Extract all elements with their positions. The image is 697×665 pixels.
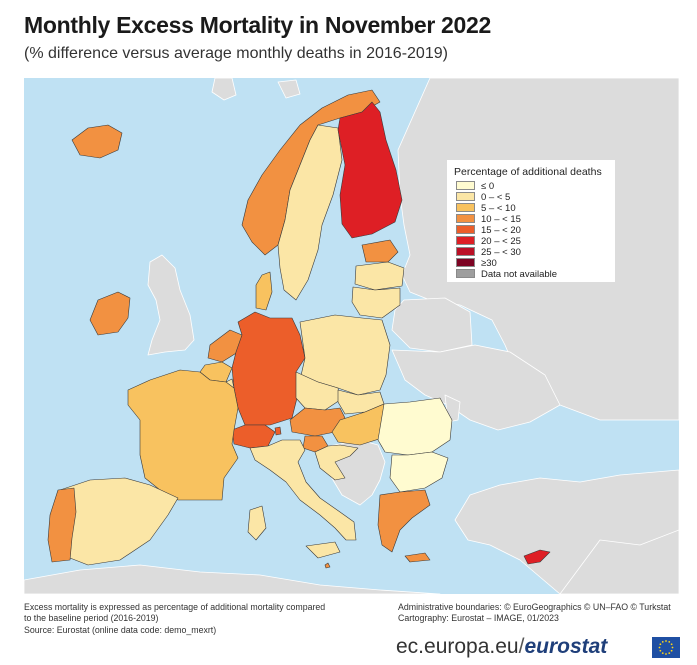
legend-label: ≤ 0 [481,181,495,192]
legend-item: ≤ 0 [456,181,494,192]
region-great-britain [147,254,195,356]
legend-item: 0 – < 5 [456,192,510,203]
eu-flag-icon [652,637,680,658]
footer-brand: eurostat [524,635,608,658]
footnote-line: Excess mortality is expressed as percent… [24,602,326,612]
country-lithuania [351,286,401,319]
legend-swatch [456,203,475,212]
country-iceland [71,124,123,159]
country-liechtenstein [274,426,282,436]
legend-item: 25 – < 30 [456,247,521,258]
region-ukraine [391,344,561,431]
map-title: Monthly Excess Mortality in November 202… [24,12,492,38]
credits-cartography: Cartography: Eurostat – IMAGE, 01/2023 [398,613,559,624]
legend-label: ≥30 [481,258,497,269]
legend-swatch [456,269,475,278]
legend-swatch [456,236,475,245]
country-greece [377,489,431,553]
footer-site-link[interactable]: ec.europa.eu/eurostat [396,635,607,659]
legend-label: 15 – < 20 [481,225,521,236]
country-czechia [295,371,341,411]
region-north-africa [24,564,441,594]
map-subtitle: (% difference versus average monthly dea… [24,45,448,62]
legend-swatch [456,247,475,256]
map-area [24,78,679,594]
region-svalbard [211,78,237,101]
legend-label: 25 – < 30 [481,247,521,258]
country-portugal [47,487,77,563]
legend-label: 5 – < 10 [481,203,516,214]
footnote-source: Source: Eurostat (online data code: demo… [24,624,217,635]
footnote: Excess mortality is expressed as percent… [24,602,325,636]
country-greece-crete [404,552,431,563]
legend-item: 5 – < 10 [456,203,516,214]
countries [47,89,551,569]
country-italy [249,439,357,541]
legend-swatch [456,258,475,267]
country-austria [289,407,346,437]
legend-label: Data not available [481,269,558,280]
legend-item: Data not available [456,269,557,280]
country-malta [324,562,331,569]
legend-label: 0 – < 5 [481,192,511,203]
region-middle-east [559,529,679,594]
legend-swatch [456,214,475,223]
country-bulgaria [389,451,449,493]
region-svalbard-east [277,79,301,99]
legend-label: 20 – < 25 [481,236,521,247]
map-legend: Percentage of additional deaths ≤ 0 0 – … [447,160,615,282]
legend-title: Percentage of additional deaths [454,166,602,178]
legend-item: 20 – < 25 [456,236,521,247]
country-denmark [255,271,273,311]
country-finland [337,101,403,239]
country-ireland [89,291,131,336]
country-germany [231,311,306,426]
footnote-line: to the baseline period (2016-2019) [24,613,159,624]
country-romania [377,397,453,456]
country-italy-sardinia [247,505,267,541]
footer-domain: ec.europa.eu [396,635,519,658]
country-croatia [314,444,359,481]
country-france [127,369,239,501]
country-sweden [277,124,343,301]
credits-boundaries: Administrative boundaries: © EuroGeograp… [398,602,671,612]
legend-swatch [456,192,475,201]
legend-swatch [456,225,475,234]
country-cyprus [523,549,551,565]
country-estonia [361,239,399,263]
footer-separator: / [518,635,525,658]
credits: Administrative boundaries: © EuroGeograp… [398,602,671,625]
legend-swatch [456,181,475,190]
legend-item: 10 – < 15 [456,214,521,225]
country-latvia [354,261,405,291]
country-italy-sicily [305,541,341,559]
legend-label: 10 – < 15 [481,214,521,225]
legend-item: 15 – < 20 [456,225,521,236]
legend-item: ≥30 [456,258,497,269]
country-switzerland [231,424,276,449]
